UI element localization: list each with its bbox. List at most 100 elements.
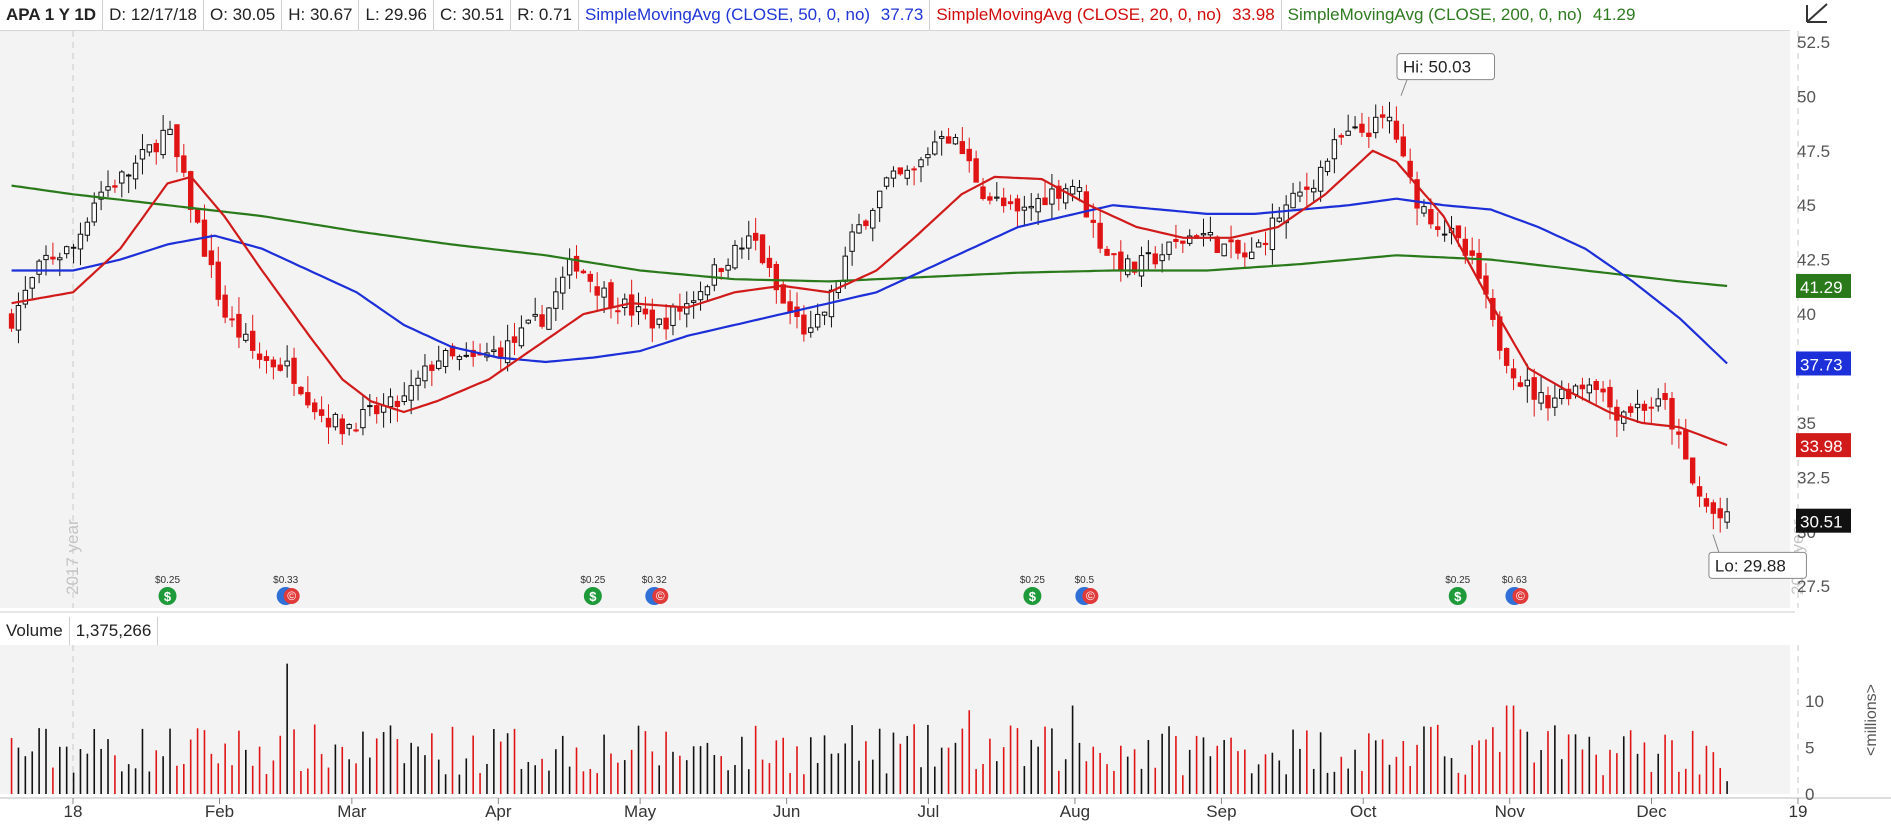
candle-body	[1662, 393, 1668, 400]
candle-body	[594, 286, 600, 296]
candle-body	[918, 159, 924, 168]
candle-body	[1469, 250, 1475, 256]
candle-body	[1634, 403, 1641, 409]
dividend-icon	[583, 587, 602, 605]
candle-body	[1097, 222, 1103, 249]
candle-body	[422, 365, 428, 382]
candle-body	[415, 377, 421, 386]
candle-body	[1255, 242, 1262, 248]
volume-label: Volume	[0, 617, 70, 645]
candle-body	[63, 246, 70, 255]
dividend-icon	[158, 587, 177, 605]
candle-body	[332, 413, 339, 428]
price-tag	[1796, 433, 1851, 458]
candle-body	[1145, 252, 1152, 255]
high-callout-pointer	[1400, 79, 1408, 96]
candle-body	[91, 202, 97, 223]
candle-body	[1187, 235, 1193, 244]
candle-body	[1138, 255, 1145, 277]
price-tag	[1796, 351, 1851, 376]
event-value-label: $0.25	[580, 575, 605, 586]
candle-body	[1428, 209, 1434, 225]
candle-body	[504, 340, 511, 364]
candle-body	[911, 168, 917, 171]
crosshair-tool-icon[interactable]	[1801, 0, 1833, 30]
dividend-glyph: $	[1454, 589, 1462, 604]
candle-body	[1200, 233, 1207, 236]
candle-body	[580, 270, 587, 274]
time-tick-label: Apr	[485, 802, 512, 821]
candle-body	[1324, 160, 1331, 173]
candle-body	[725, 264, 731, 271]
candle-body	[1166, 241, 1172, 255]
earnings-icon-overlay	[652, 588, 669, 604]
price-tick-label: 45	[1797, 196, 1816, 215]
time-tick-label: Jul	[918, 802, 940, 821]
candle-body	[1648, 406, 1655, 409]
candle-body	[1600, 388, 1606, 393]
candle-body	[1214, 236, 1220, 253]
candle-body	[1007, 201, 1014, 205]
price-tick-label: 35	[1797, 414, 1816, 433]
candle-body	[394, 400, 401, 407]
candle-body	[553, 291, 559, 309]
candle-body	[1455, 225, 1462, 239]
event-value-label: $0.32	[642, 575, 667, 586]
candle-body	[1173, 238, 1179, 242]
time-tick-label: Dec	[1636, 802, 1667, 821]
candle-body	[766, 257, 773, 268]
candle-body	[1035, 198, 1041, 213]
candle-body	[546, 307, 552, 330]
candle-body	[876, 190, 883, 209]
time-tick-label: Aug	[1060, 802, 1090, 821]
candle-body	[560, 276, 566, 294]
chart-header: APA 1 Y 1D D: 12/17/18 O: 30.05 H: 30.67…	[0, 0, 1790, 31]
candle-body	[1159, 254, 1165, 262]
volume-tick-label: 0	[1805, 785, 1814, 804]
candle-body	[697, 291, 704, 301]
candle-body	[98, 191, 104, 200]
candle-body	[1435, 226, 1441, 230]
candle-body	[1331, 139, 1338, 160]
candle-body	[174, 124, 180, 158]
candle-body	[814, 313, 821, 328]
candle-body	[684, 303, 690, 315]
candle-body	[566, 258, 573, 276]
symbol-label[interactable]: APA 1 Y 1D	[0, 0, 104, 30]
candle-body	[318, 409, 325, 416]
sma20-legend[interactable]: SimpleMovingAvg (CLOSE, 20, 0, no) 33.98	[930, 0, 1282, 30]
candle-body	[1359, 123, 1365, 133]
earnings-glyph: ©	[287, 589, 296, 603]
candle-body	[1717, 508, 1723, 519]
candle-body	[1242, 252, 1248, 258]
sma50-value: 37.73	[880, 5, 924, 24]
sma200-legend[interactable]: SimpleMovingAvg (CLOSE, 200, 0, no) 41.2…	[1282, 0, 1642, 30]
candle-body	[1696, 486, 1703, 497]
candle-body	[952, 137, 959, 145]
dividend-glyph: $	[589, 589, 597, 604]
candle-body	[821, 311, 828, 316]
candle-body	[980, 186, 986, 199]
candle-body	[1062, 188, 1069, 204]
candle-body	[353, 429, 359, 432]
low-readout: L: 29.96	[359, 0, 434, 30]
candle-body	[291, 357, 297, 384]
candle-body	[1669, 398, 1675, 430]
candle-body	[1476, 252, 1482, 279]
volume-unit-label: <millions>	[1863, 684, 1880, 756]
candle-body	[587, 273, 594, 282]
time-tick-label: Feb	[205, 802, 234, 821]
candle-body	[1338, 135, 1344, 138]
candle-body	[491, 349, 497, 352]
candle-body	[518, 327, 525, 347]
candle-body	[670, 306, 676, 326]
volume-tick-label: 5	[1805, 738, 1814, 757]
candle-body	[1607, 386, 1613, 408]
volume-panel	[0, 645, 1790, 794]
candle-body	[945, 136, 952, 144]
candle-body	[1531, 377, 1537, 400]
candle-body	[36, 260, 42, 275]
sma50-legend[interactable]: SimpleMovingAvg (CLOSE, 50, 0, no) 37.73	[579, 0, 931, 30]
candle-body	[367, 405, 373, 408]
